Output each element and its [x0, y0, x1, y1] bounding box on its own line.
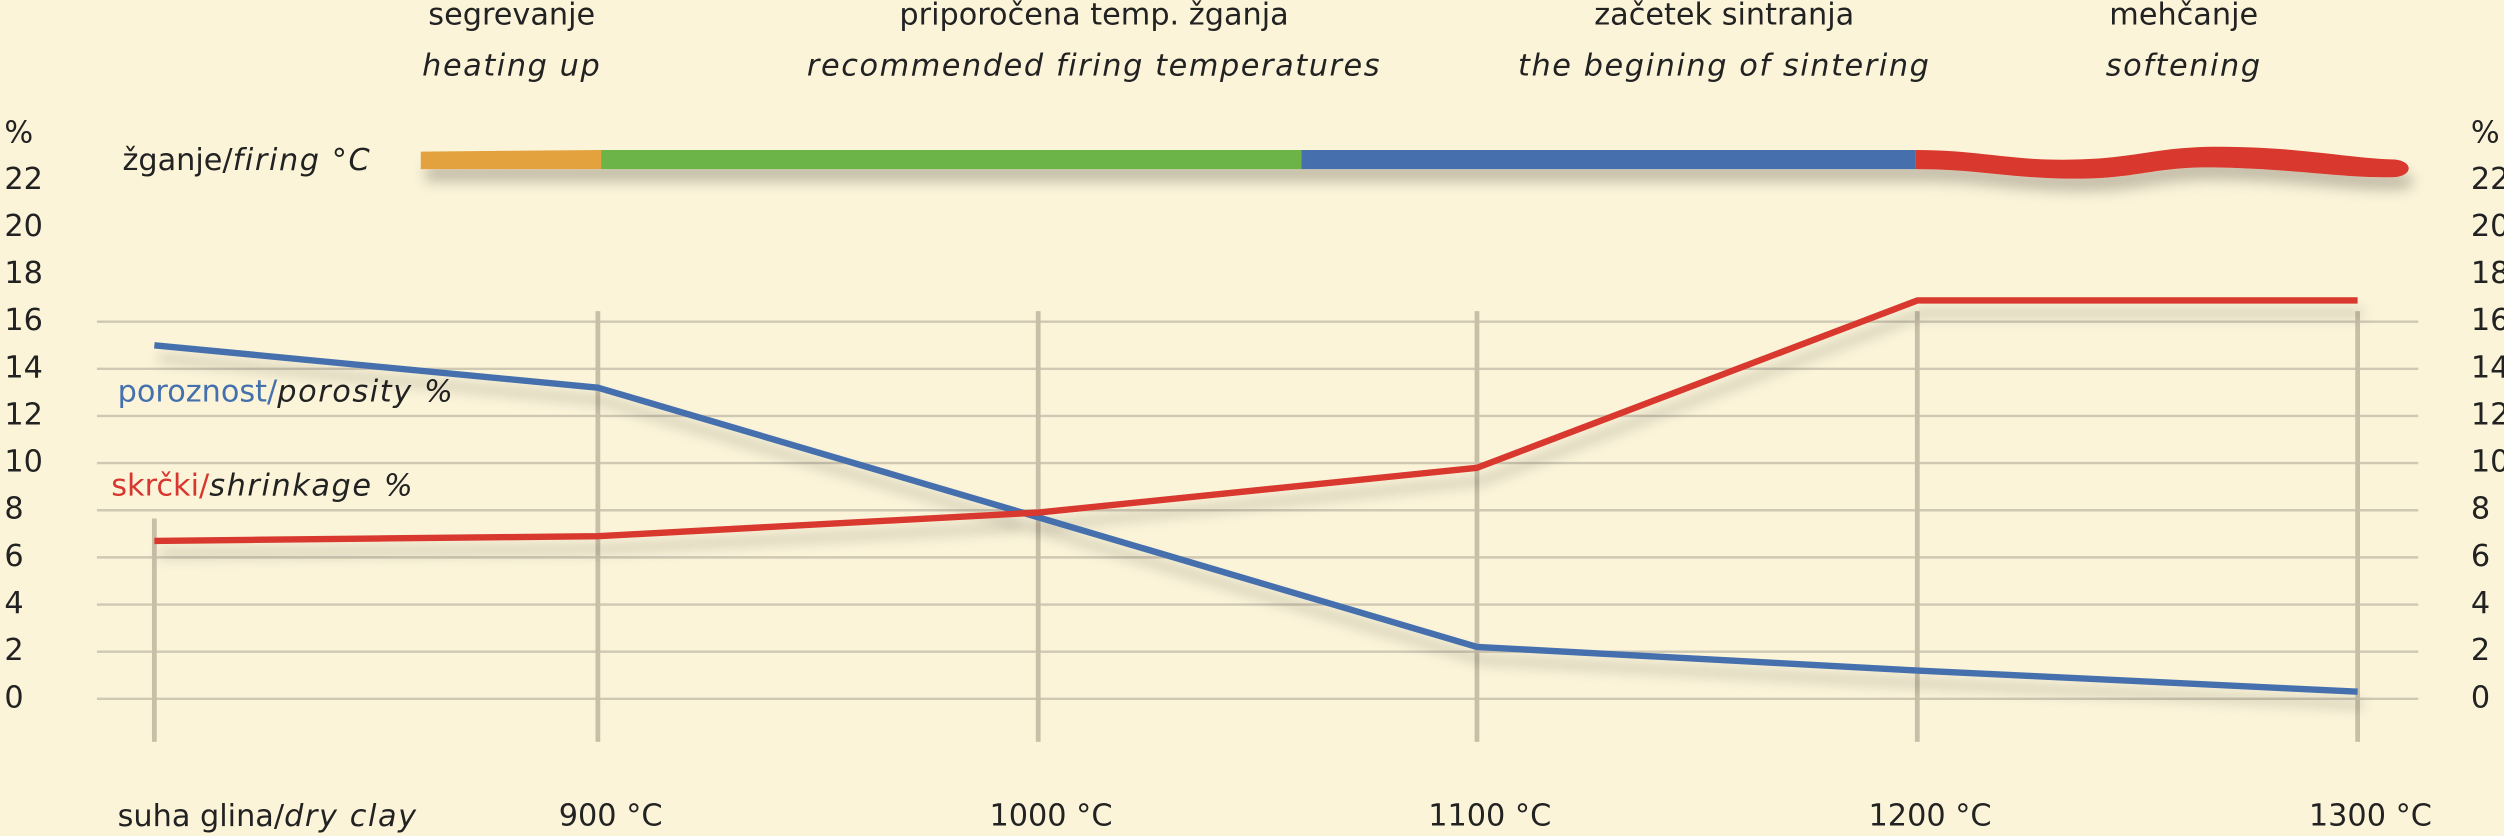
label-part: firing °C [233, 143, 372, 178]
y-tick-label: 2 [4, 633, 23, 668]
label-part: žganje/ [122, 143, 233, 178]
series-line [154, 297, 2358, 545]
y-tick-label: 20 [2471, 209, 2504, 244]
phase-title: mehčanje [2109, 0, 2258, 32]
x-tick-label: 1200 °C [1869, 798, 1992, 833]
phase-subtitle: the begining of sintering [1518, 49, 1931, 84]
y-tick-label: 22 [4, 162, 43, 197]
legend-entry: poroznost/porosity % [118, 374, 455, 409]
y-tick-label: 2 [2471, 633, 2490, 668]
label-part: suha glina/ [118, 798, 285, 833]
phase-subtitle: heating up [422, 49, 601, 84]
firing-segment [1301, 149, 1916, 170]
phase-title: priporočena temp. žganja [899, 0, 1288, 32]
y-tick-label: 18 [4, 256, 43, 291]
label-part: skrčki/ [111, 468, 210, 503]
label-part: porosity % [276, 374, 454, 409]
y-tick-label: 18 [2471, 256, 2504, 291]
x-tick-label: 1000 °C [989, 798, 1112, 833]
y-tick-label: 8 [4, 492, 23, 527]
y-tick-label: 12 [4, 397, 43, 432]
phase-title: segrevanje [428, 0, 595, 32]
label-part: dry clay [284, 798, 418, 833]
y-tick-label: 6 [4, 539, 23, 574]
x-tick-label: 1100 °C [1428, 798, 1551, 833]
y-tick-label: 14 [4, 350, 43, 385]
y-tick-label: 12 [2471, 397, 2504, 432]
y-tick-label: 4 [4, 586, 23, 621]
phase-subtitle: recommended firing temperatures [807, 49, 1381, 84]
x-tick-label: suha glina/dry clay [118, 798, 418, 833]
firing-segment [420, 149, 602, 170]
y-tick-label: 20 [4, 209, 43, 244]
x-tick-label: 900 °C [559, 798, 663, 833]
y-tick-label: 14 [2471, 350, 2504, 385]
firing-segment [1915, 146, 2409, 179]
legend-entry: skrčki/shrinkage % [111, 468, 414, 503]
firing-segment [601, 149, 1302, 170]
y-tick-label: 6 [2471, 539, 2490, 574]
phase-title: začetek sintranja [1594, 0, 1854, 32]
y-tick-label: 0 [4, 680, 23, 715]
y-tick-label: 10 [4, 445, 43, 480]
y-unit-right: % [2471, 116, 2500, 151]
phase-subtitle: softening [2106, 49, 2262, 84]
y-tick-label: 4 [2471, 586, 2490, 621]
y-tick-label: 16 [4, 303, 43, 338]
y-tick-label: 16 [2471, 303, 2504, 338]
y-unit-left: % [4, 116, 33, 151]
y-tick-label: 22 [2471, 162, 2504, 197]
label-part: poroznost/ [118, 374, 278, 409]
y-tick-label: 0 [2471, 680, 2490, 715]
y-tick-label: 8 [2471, 492, 2490, 527]
x-tick-label: 1300 °C [2309, 798, 2432, 833]
firing-label: žganje/firing °C [122, 143, 371, 178]
label-part: shrinkage % [209, 468, 414, 503]
y-tick-label: 10 [2471, 445, 2504, 480]
series-line [154, 342, 2358, 695]
